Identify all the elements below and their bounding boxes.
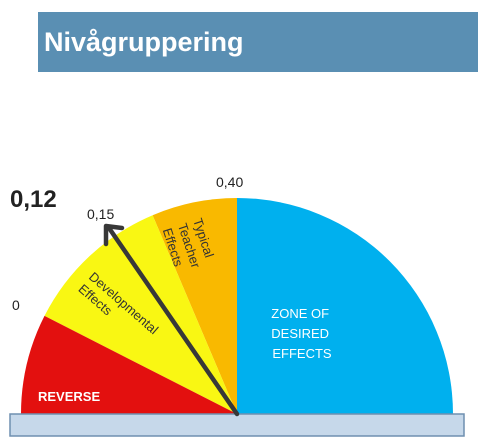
segment-label-reverse: REVERSE [38,389,100,404]
title-banner: Nivågruppering [38,12,478,72]
segment-label-desired: ZONE OF DESIRED EFFECTS [271,306,332,361]
gauge-base [9,413,465,437]
page-title: Nivågruppering [44,26,244,57]
segment-desired-effects [237,198,453,414]
pointer-arrow-head [103,223,125,247]
segment-reverse [20,315,237,414]
pointer-value-label: 0,12 [10,186,57,213]
segment-developmental-effects [44,215,237,414]
tick-label-threshold: 0,15 [87,206,114,222]
segment-teacher-effects [152,198,237,414]
tick-label-zero: 0 [12,297,20,313]
tick-label-hinge: 0,40 [216,174,243,190]
pointer-arrow-shaft [106,225,240,417]
